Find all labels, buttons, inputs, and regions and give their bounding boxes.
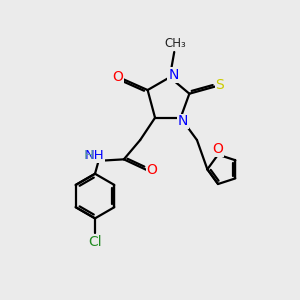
Text: NH: NH [85, 149, 105, 162]
Text: CH₃: CH₃ [164, 37, 186, 50]
Text: O: O [112, 70, 123, 84]
Text: O: O [213, 142, 224, 156]
Text: H: H [84, 149, 94, 162]
Text: O: O [147, 163, 158, 177]
Text: N: N [168, 68, 178, 82]
Text: Cl: Cl [88, 235, 102, 248]
Text: S: S [215, 78, 224, 92]
Text: N: N [178, 114, 188, 128]
